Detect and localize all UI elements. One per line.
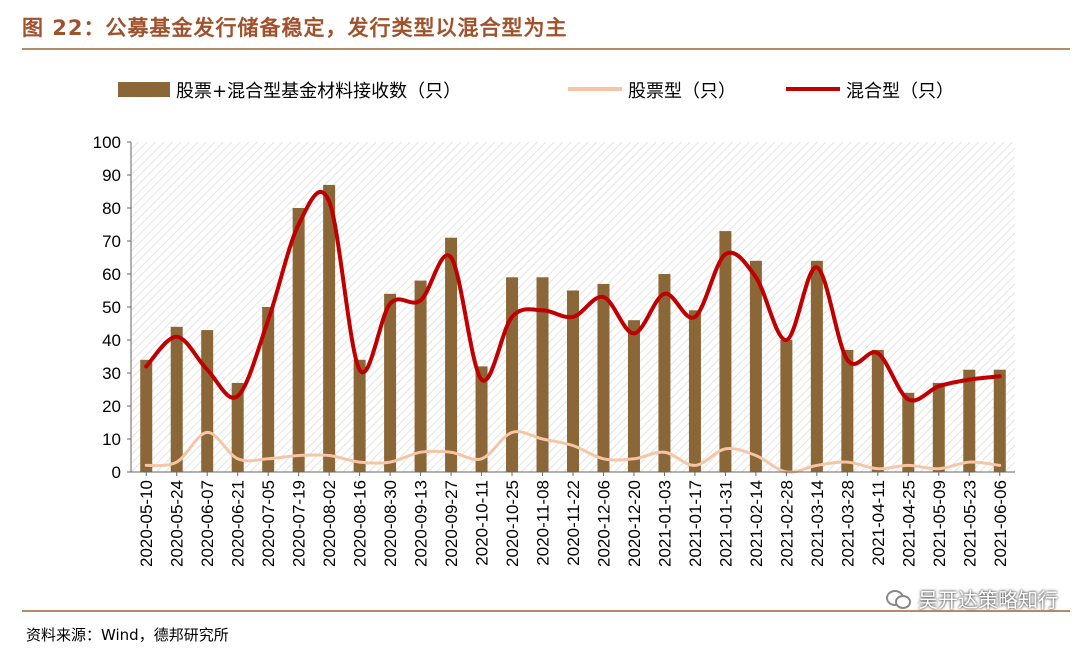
- bar: [262, 307, 275, 472]
- bar: [384, 293, 397, 472]
- x-tick-label: 2020-11-22: [564, 480, 583, 566]
- bar: [902, 392, 915, 472]
- y-tick-label: 60: [102, 265, 121, 284]
- bar: [323, 184, 336, 472]
- bar: [231, 382, 244, 472]
- x-tick-label: 2021-03-14: [808, 480, 827, 567]
- y-tick-label: 70: [102, 232, 121, 251]
- x-tick-label: 2020-06-07: [198, 480, 217, 567]
- x-tick-label: 2020-12-20: [625, 480, 644, 567]
- legend-label-stock: 股票型（只）: [628, 81, 736, 102]
- bar: [445, 237, 458, 472]
- x-tick-label: 2021-02-14: [747, 480, 766, 567]
- mixed-line: [144, 190, 1002, 403]
- x-tick-label: 2020-09-13: [412, 480, 431, 567]
- x-tick-label: 2020-07-19: [290, 480, 309, 567]
- legend-label-bar: 股票+混合型基金材料接收数（只）: [176, 81, 461, 102]
- bar: [963, 369, 976, 472]
- x-tick-label: 2020-12-06: [594, 480, 613, 567]
- bar: [414, 280, 427, 472]
- legend-label-mixed: 混合型（只）: [846, 81, 954, 102]
- bar: [597, 283, 610, 472]
- bar: [292, 208, 305, 472]
- x-tick-label: 2020-10-11: [473, 480, 492, 566]
- x-tick-label: 2020-08-30: [381, 480, 400, 567]
- y-tick-label: 20: [102, 397, 121, 416]
- x-tick-label: 2021-01-17: [686, 480, 705, 567]
- x-tick-label: 2020-06-21: [229, 480, 248, 567]
- bar: [475, 366, 488, 472]
- bar: [353, 359, 366, 472]
- y-tick-label: 90: [102, 166, 121, 185]
- x-tick-label: 2021-05-09: [930, 480, 949, 567]
- x-tick-label: 2021-04-25: [899, 480, 918, 567]
- bar: [871, 349, 884, 472]
- x-tick-label: 2021-02-28: [777, 480, 796, 567]
- bar: [719, 231, 732, 472]
- x-tick-label: 2020-08-02: [320, 480, 339, 567]
- x-tick-label: 2021-05-23: [960, 480, 979, 567]
- x-tick-label: 2021-01-31: [716, 480, 735, 567]
- footer-divider: [22, 610, 1070, 612]
- chart: 股票+混合型基金材料接收数（只） 股票型（只） 混合型（只） 0 10 20 30 40 50…: [93, 81, 1015, 567]
- x-tick-label: 2021-06-06: [991, 480, 1010, 567]
- y-tick-label: 10: [102, 430, 121, 449]
- legend-swatch-bar: [118, 82, 170, 97]
- bar: [170, 326, 183, 472]
- x-tick-label: 2021-01-03: [655, 480, 674, 567]
- x-tick-label: 2020-05-10: [137, 480, 156, 567]
- bar: [567, 290, 579, 472]
- y-axis: 0 10 20 30 40 50 60 70 80 90 100: [93, 133, 132, 482]
- bar: [658, 274, 671, 472]
- x-tick-label: 2020-05-24: [168, 480, 187, 567]
- bar: [201, 330, 214, 472]
- bar: [688, 310, 701, 472]
- bar: [932, 382, 945, 472]
- bar: [993, 369, 1006, 472]
- wechat-icon: [886, 588, 912, 610]
- bar: [506, 277, 519, 472]
- x-tick-label: 2020-07-05: [259, 480, 278, 567]
- watermark-text: 吴开达策略知行: [918, 588, 1058, 612]
- y-tick-label: 30: [102, 364, 121, 383]
- x-tick-label: 2021-04-11: [869, 480, 888, 566]
- bar: [627, 320, 640, 472]
- bar: [810, 260, 823, 472]
- bar: [140, 359, 153, 472]
- x-tick-label: 2020-08-16: [351, 480, 370, 567]
- y-tick-label: 100: [93, 133, 121, 152]
- stock-line: [144, 430, 1002, 474]
- source-note: 资料来源：Wind，德邦研究所: [26, 626, 229, 644]
- y-tick-label: 50: [102, 298, 121, 317]
- y-tick-label: 0: [112, 463, 121, 482]
- x-tick-label: 2021-03-28: [838, 480, 857, 567]
- chart-title: 图 22：公募基金发行储备稳定，发行类型以混合型为主: [22, 16, 568, 40]
- bar: [841, 349, 854, 472]
- bar-series: [140, 184, 1006, 472]
- bar: [780, 340, 793, 472]
- x-axis: 2020-05-10 2020-05-24 2020-06-07 2020-06-21…: [131, 471, 1015, 567]
- line-series: [144, 190, 1002, 474]
- watermark: 吴开达策略知行: [886, 584, 1058, 613]
- title-divider: [22, 48, 1070, 50]
- x-tick-label: 2020-10-25: [503, 480, 522, 567]
- x-tick-label: 2020-09-27: [442, 480, 461, 567]
- y-tick-label: 40: [102, 331, 121, 350]
- bar: [749, 260, 762, 472]
- y-tick-label: 80: [102, 199, 121, 218]
- legend: 股票+混合型基金材料接收数（只） 股票型（只） 混合型（只）: [118, 81, 954, 102]
- bar: [536, 277, 549, 472]
- x-tick-label: 2020-11-08: [534, 480, 553, 566]
